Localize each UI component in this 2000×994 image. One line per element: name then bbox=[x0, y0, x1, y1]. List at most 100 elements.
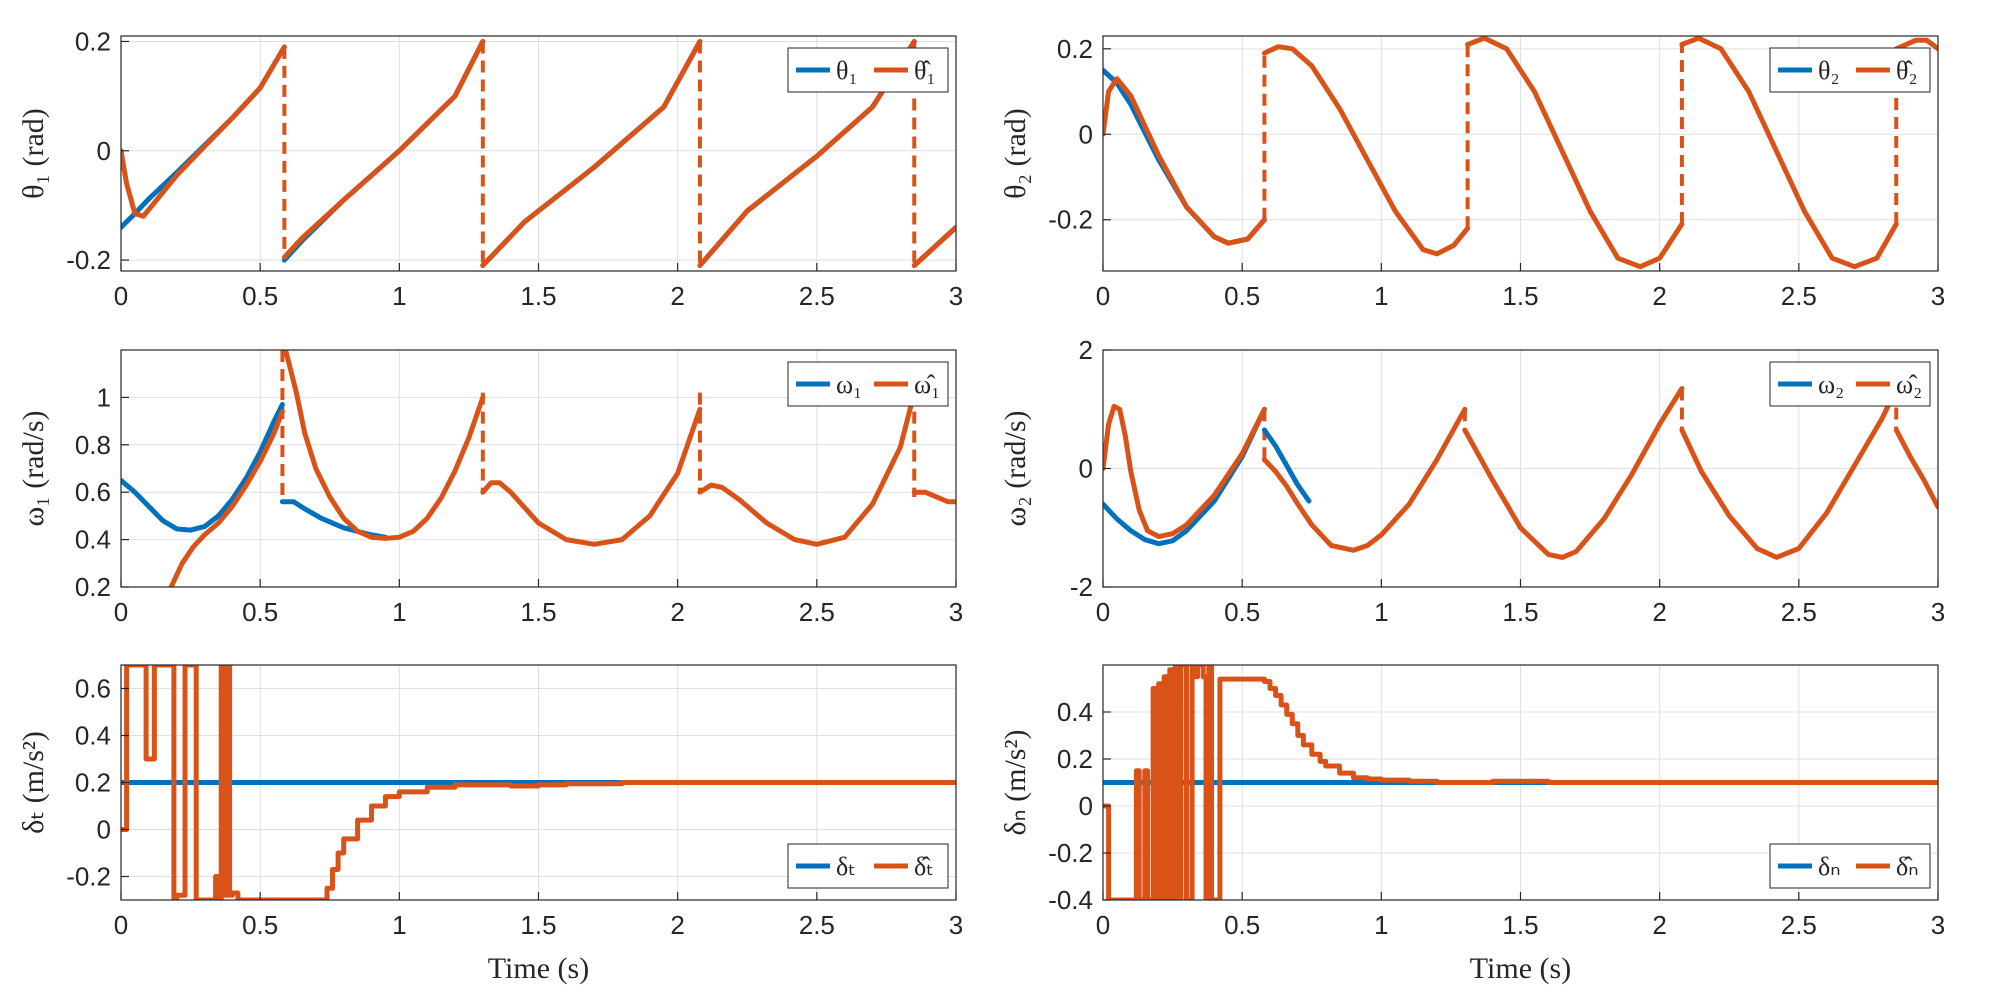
y-tick-label: -0.4 bbox=[1048, 885, 1093, 915]
series-line-estimate bbox=[1103, 36, 1938, 270]
y-tick-label: 0 bbox=[97, 815, 111, 845]
x-tick-label: 1 bbox=[392, 910, 406, 940]
series-group bbox=[1103, 665, 1938, 900]
legend-label: θ̂₂ bbox=[1896, 56, 1918, 85]
y-axis-label: δₜ (m/s²) bbox=[17, 731, 50, 834]
x-tick-label: 2 bbox=[1652, 281, 1666, 311]
y-axis-label: ω₂ (rad/s) bbox=[999, 410, 1032, 526]
y-tick-label: 0.2 bbox=[75, 26, 111, 56]
panel-omega1: 0 0.5 1 1.5 2 2.5 3 0.2 0.4 0.6 0.8 1 ω₁ (rad/s) ω₁ ω̂… bbox=[17, 349, 963, 627]
x-tick-label: 3 bbox=[949, 281, 963, 311]
x-tick-label: 3 bbox=[949, 910, 963, 940]
y-tick-label: -2 bbox=[1070, 572, 1093, 602]
y-axis-label: δₙ (m/s²) bbox=[999, 730, 1032, 836]
legend-label: ω₁ bbox=[836, 370, 862, 399]
x-tick-label: 3 bbox=[1931, 910, 1945, 940]
legend-label: θ̂₁ bbox=[914, 56, 936, 85]
y-axis-label: θ₁ (rad) bbox=[17, 108, 50, 199]
panel-delta_n: 0 0.5 1 1.5 2 2.5 3 -0.4 -0.2 0 0.2 0.4 δₙ (m/s²) Tim… bbox=[999, 664, 1945, 985]
x-tick-label: 0 bbox=[1096, 281, 1110, 311]
y-tick-label: 0 bbox=[1079, 119, 1093, 149]
x-tick-label: 1.5 bbox=[520, 910, 556, 940]
series-line-estimate bbox=[168, 350, 956, 587]
legend-label: δₙ bbox=[1818, 852, 1841, 881]
y-tick-label: 1 bbox=[97, 382, 111, 412]
x-tick-label: 1.5 bbox=[1502, 910, 1538, 940]
series-group bbox=[121, 39, 956, 268]
series-line-estimate bbox=[1103, 665, 1938, 900]
x-tick-label: 0 bbox=[114, 281, 128, 311]
legend: θ₁ θ̂₁ bbox=[787, 47, 949, 93]
x-tick-label: 0 bbox=[114, 597, 128, 627]
series-line-estimate bbox=[121, 665, 956, 900]
y-axis-label: ω₁ (rad/s) bbox=[17, 410, 50, 526]
series-group bbox=[121, 665, 956, 900]
x-tick-label: 3 bbox=[949, 597, 963, 627]
legend-label: δₜ bbox=[836, 852, 856, 881]
y-tick-label: 0.2 bbox=[75, 768, 111, 798]
series-group bbox=[121, 350, 956, 587]
y-tick-label: 0.8 bbox=[75, 430, 111, 460]
legend-label: δ̂ₜ bbox=[914, 852, 934, 881]
y-tick-label: 0.2 bbox=[75, 572, 111, 602]
y-tick-label: 0.4 bbox=[75, 721, 111, 751]
y-tick-label: 0.6 bbox=[75, 477, 111, 507]
x-axis-label: Time (s) bbox=[488, 952, 589, 985]
x-tick-label: 1.5 bbox=[1502, 597, 1538, 627]
legend-label: θ₁ bbox=[836, 56, 858, 85]
x-tick-label: 1 bbox=[392, 597, 406, 627]
x-tick-label: 0.5 bbox=[242, 281, 278, 311]
x-tick-label: 2 bbox=[1652, 910, 1666, 940]
x-tick-label: 0.5 bbox=[1224, 281, 1260, 311]
y-tick-label: 0.2 bbox=[1057, 744, 1093, 774]
panel-delta_t: 0 0.5 1 1.5 2 2.5 3-0.200.20.40.6δₜ (m/s²)Time… bbox=[17, 664, 963, 985]
y-tick-label: -0.2 bbox=[1048, 838, 1093, 868]
x-tick-label: 3 bbox=[1931, 281, 1945, 311]
y-tick-label: 0 bbox=[97, 136, 111, 166]
x-tick-label: 1 bbox=[1374, 597, 1388, 627]
legend-label: δ̂ₙ bbox=[1896, 852, 1919, 881]
x-tick-label: 1 bbox=[392, 281, 406, 311]
x-tick-label: 3 bbox=[1931, 597, 1945, 627]
x-tick-label: 2 bbox=[670, 597, 684, 627]
legend: δₜ δ̂ₜ bbox=[787, 843, 949, 889]
x-tick-label: 1.5 bbox=[1502, 281, 1538, 311]
legend: ω₂ ω̂₂ bbox=[1769, 361, 1931, 407]
x-tick-label: 0 bbox=[1096, 910, 1110, 940]
x-tick-label: 2 bbox=[670, 281, 684, 311]
x-axis-label: Time (s) bbox=[1470, 952, 1571, 985]
y-axis-label: θ₂ (rad) bbox=[999, 108, 1032, 199]
x-tick-label: 0.5 bbox=[242, 910, 278, 940]
y-tick-label: 0 bbox=[1079, 454, 1093, 484]
series-group bbox=[1103, 36, 1938, 270]
series-group bbox=[1103, 386, 1938, 560]
y-tick-label: 0.2 bbox=[1057, 34, 1093, 64]
x-tick-label: 2.5 bbox=[1781, 281, 1817, 311]
y-tick-label: 0.4 bbox=[1057, 697, 1093, 727]
x-tick-label: 1.5 bbox=[520, 597, 556, 627]
x-tick-label: 0.5 bbox=[1224, 597, 1260, 627]
x-tick-label: 2.5 bbox=[799, 910, 835, 940]
legend-label: ω₂ bbox=[1818, 370, 1844, 399]
legend: ω₁ ω̂₁ bbox=[787, 361, 949, 407]
legend-label: ω̂₁ bbox=[914, 370, 940, 399]
y-tick-label: -0.2 bbox=[66, 862, 111, 892]
x-tick-label: 2 bbox=[670, 910, 684, 940]
x-tick-label: 0.5 bbox=[1224, 910, 1260, 940]
x-tick-label: 2.5 bbox=[799, 597, 835, 627]
x-tick-label: 0 bbox=[114, 910, 128, 940]
legend: δₙ δ̂ₙ bbox=[1769, 843, 1931, 889]
x-tick-label: 2.5 bbox=[1781, 597, 1817, 627]
legend-label: θ₂ bbox=[1818, 56, 1840, 85]
x-tick-label: 1 bbox=[1374, 910, 1388, 940]
series-line-estimate bbox=[1103, 386, 1938, 560]
x-tick-label: 1 bbox=[1374, 281, 1388, 311]
legend-label: ω̂₂ bbox=[1896, 370, 1922, 399]
y-tick-label: -0.2 bbox=[1048, 205, 1093, 235]
x-tick-label: 2.5 bbox=[799, 281, 835, 311]
series-line-estimate bbox=[121, 39, 956, 268]
x-tick-label: 1.5 bbox=[520, 281, 556, 311]
x-tick-label: 2 bbox=[1652, 597, 1666, 627]
